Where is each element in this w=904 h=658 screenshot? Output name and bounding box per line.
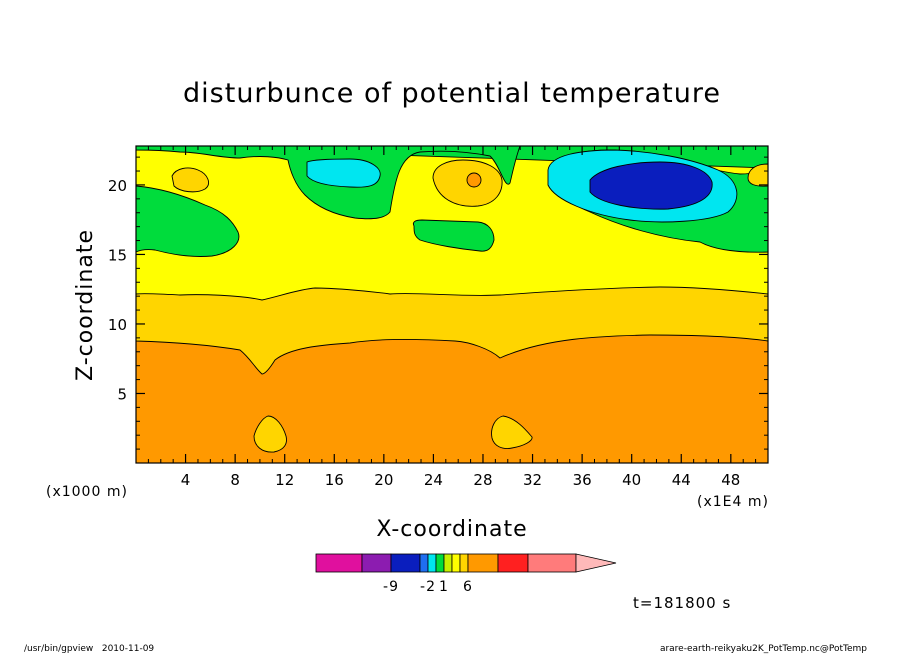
- y-axis: 5 10 15 20: [108, 156, 768, 450]
- x-tick-label: 44: [672, 471, 691, 489]
- x-tick-label: 8: [230, 471, 240, 489]
- colorbar-tick-label: -9: [383, 579, 399, 595]
- x-tick-label: 32: [523, 471, 542, 489]
- x-tick-label: 28: [473, 471, 492, 489]
- footer-left: /usr/bin/gpview 2010-11-09: [24, 644, 154, 654]
- time-label: t=181800 s: [633, 594, 731, 612]
- footer-right: arare-earth-reikyaku2K_PotTemp.nc@PotTem…: [660, 644, 867, 654]
- contour-region: [171, 167, 209, 193]
- x-unit-left: (x1000 m): [46, 484, 128, 500]
- x-tick-label: 12: [275, 471, 294, 489]
- colorbar-swatch: [427, 553, 437, 573]
- colorbar-swatch: [419, 553, 429, 573]
- contour-region: [136, 185, 240, 257]
- contour-region: [466, 172, 482, 188]
- y-tick-label: 10: [108, 316, 127, 334]
- x-tick-label: 16: [325, 471, 344, 489]
- colorbar-swatch: [459, 553, 469, 573]
- contour-region: [253, 415, 287, 453]
- y-tick-label: 20: [108, 177, 127, 195]
- x-tick-label: 40: [622, 471, 641, 489]
- x-tick-label: 4: [181, 471, 191, 489]
- colorbar-labels: -9 -2 1 6: [383, 579, 473, 595]
- y-axis-label: Z-coordinate: [73, 229, 98, 381]
- colorbar-extend-arrow: [575, 553, 617, 573]
- colorbar: [315, 553, 617, 573]
- contour-region: [747, 163, 768, 187]
- x-tick-label: 48: [721, 471, 740, 489]
- colorbar-swatch: [435, 553, 445, 573]
- x-axis: 4 8 12 16 20 24 28 32 36 40 44 48: [147, 146, 757, 489]
- colorbar-tick-label: 1: [439, 579, 449, 595]
- contour-region: [589, 161, 713, 210]
- plot-frame: [135, 145, 769, 464]
- colorbar-swatch: [527, 553, 577, 573]
- contour-region: [491, 415, 533, 449]
- x-tick-label: 20: [374, 471, 393, 489]
- y-tick-label: 5: [117, 385, 127, 403]
- colorbar-swatch: [361, 553, 392, 573]
- colorbar-tick-label: -2: [420, 579, 436, 595]
- colorbar-tick-label: 6: [463, 579, 473, 595]
- contour-region: [412, 219, 495, 252]
- x-tick-label: 24: [424, 471, 443, 489]
- contour-region: [306, 158, 381, 188]
- colorbar-swatch: [443, 553, 453, 573]
- chart-title: disturbunce of potential temperature: [183, 78, 721, 109]
- colorbar-swatch: [497, 553, 529, 573]
- colorbar-swatch: [390, 553, 421, 573]
- colorbar-swatch: [315, 553, 363, 573]
- contour-fill: [136, 146, 768, 463]
- y-tick-label: 15: [108, 246, 127, 264]
- colorbar-swatch: [467, 553, 499, 573]
- x-unit-right: (x1E4 m): [697, 494, 769, 510]
- colorbar-swatch: [451, 553, 461, 573]
- x-tick-label: 36: [573, 471, 592, 489]
- x-axis-label: X-coordinate: [376, 517, 527, 542]
